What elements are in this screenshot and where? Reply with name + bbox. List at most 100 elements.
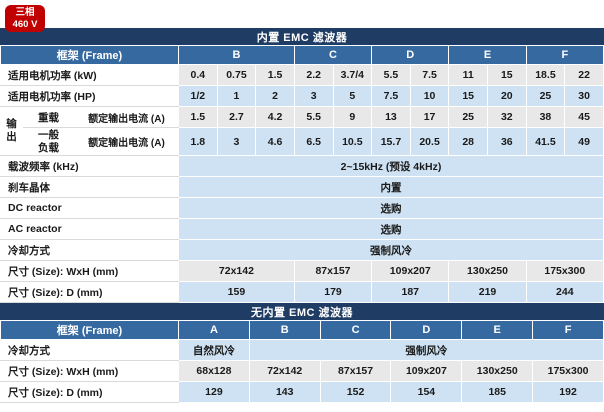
natural-cooling-value: 自然风冷 (178, 339, 250, 361)
spec-cell: 15.7 (371, 127, 411, 156)
frame-cell: F (532, 320, 604, 340)
builtin-emc-title: 内置 EMC 滤波器 (256, 31, 348, 44)
brake-chopper-value: 内置 (178, 176, 604, 198)
carrier-frequency-value: 2~15kHz (预设 4kHz) (178, 155, 604, 177)
frame-header-label: 框架 (Frame) (0, 45, 179, 65)
spec-cell: 109x207 (371, 260, 450, 282)
cooling-method-row: 冷却方式 强制风冷 (0, 239, 604, 261)
spec-cell: 2.7 (216, 106, 257, 128)
spec-cell: 22 (564, 64, 604, 86)
row-label-ac-reactor: AC reactor (0, 218, 179, 240)
spec-cell: 3 (216, 127, 257, 156)
spec-cell: 1/2 (178, 85, 218, 107)
no-emc-title: 无内置 EMC 滤波器 (250, 306, 354, 319)
spec-cell: 4.2 (255, 106, 295, 128)
row-label-hp: 适用电机功率 (HP) (0, 85, 179, 107)
spec-cell: 10.5 (332, 127, 373, 156)
spec-cell: 219 (448, 281, 527, 303)
spec-cell: 179 (293, 281, 373, 303)
size-wxh-row: 尺寸 (Size): WxH (mm) 72x142 87x157 109x20… (0, 260, 604, 282)
spec-cell: 152 (319, 381, 392, 403)
spec-cell: 1.5 (178, 106, 218, 128)
spec-cell: 2.2 (293, 64, 334, 86)
row-label-cooling: 冷却方式 (0, 239, 179, 261)
frame-cell: C (319, 320, 392, 340)
spec-cell: 2 (255, 85, 295, 107)
dc-reactor-row: DC reactor 选购 (0, 197, 604, 219)
no-emc-table: 框架 (Frame) A B C D E F 冷却方式 自然风冷 强制风冷 尺寸… (0, 320, 604, 403)
brake-chopper-row: 刹车晶体 内置 (0, 176, 604, 198)
spec-cell: 0.75 (216, 64, 257, 86)
heavy-duty-current-row: 输出 重载 额定输出电流 (A) 1.5 2.7 4.2 5.5 9 13 17… (0, 106, 604, 156)
frame-cell: E (461, 320, 534, 340)
spec-cell: 25 (448, 106, 488, 128)
rated-current-label: 额定输出电流 (A) (74, 127, 179, 156)
row-label-size-wxh: 尺寸 (Size): WxH (mm) (0, 260, 179, 282)
spec-cell: 5.5 (371, 64, 411, 86)
frame-cell: B (178, 45, 295, 65)
row-label-dc-reactor: DC reactor (0, 197, 179, 219)
no-emc-title-bar: 无内置 EMC 滤波器 (0, 303, 604, 320)
spec-sheet: 内置 EMC 滤波器 框架 (Frame) B C D E F 适用电机功率 (… (0, 28, 604, 403)
builtin-emc-title-bar: 内置 EMC 滤波器 (0, 28, 604, 45)
badge-voltage-label: 460 V (12, 18, 38, 30)
spec-cell: 9 (332, 106, 373, 128)
row-label-kw: 适用电机功率 (kW) (0, 64, 179, 86)
dc-reactor-value: 选购 (178, 197, 604, 219)
spec-cell: 175x300 (525, 260, 604, 282)
spec-cell: 192 (532, 381, 604, 403)
spec-cell: 0.4 (178, 64, 218, 86)
spec-cell: 10 (409, 85, 450, 107)
spec-cell: 6.5 (293, 127, 334, 156)
carrier-frequency-row: 载波频率 (kHz) 2~15kHz (预设 4kHz) (0, 155, 604, 177)
frame-cell: B (248, 320, 321, 340)
spec-cell: 5 (332, 85, 373, 107)
spec-cell: 130x250 (461, 360, 534, 382)
normal-duty-label: 一般负载 (22, 127, 75, 156)
spec-cell: 130x250 (448, 260, 527, 282)
spec-cell: 187 (371, 281, 450, 303)
spec-cell: 72x142 (178, 260, 295, 282)
spec-cell: 175x300 (532, 360, 604, 382)
spec-cell: 1.5 (255, 64, 295, 86)
spec-cell: 17 (409, 106, 450, 128)
frame-header-row: 框架 (Frame) B C D E F (0, 45, 604, 65)
spec-cell: 7.5 (371, 85, 411, 107)
spec-cell: 143 (248, 381, 321, 403)
size-d-row-2: 尺寸 (Size): D (mm) 129 143 152 154 185 19… (0, 381, 604, 403)
frame-cell: D (390, 320, 463, 340)
spec-cell: 15 (448, 85, 488, 107)
heavy-duty-label: 重载 (22, 106, 75, 128)
normal-duty-current-row: 一般负载 额定输出电流 (A) 1.8 3 4.6 6.5 10.5 15.7 … (1, 127, 604, 156)
output-group-label: 输出 (0, 106, 23, 156)
spec-cell: 28 (448, 127, 488, 156)
row-label-size-wxh-2: 尺寸 (Size): WxH (mm) (0, 360, 179, 382)
spec-cell: 25 (525, 85, 566, 107)
spec-cell: 18.5 (525, 64, 566, 86)
spec-cell: 30 (564, 85, 604, 107)
spec-cell: 244 (525, 281, 604, 303)
frame-header-row-2: 框架 (Frame) A B C D E F (0, 320, 604, 340)
builtin-emc-table: 框架 (Frame) B C D E F 适用电机功率 (kW) 0.4 0.7… (0, 45, 604, 303)
spec-cell: 154 (390, 381, 463, 403)
spec-cell: 41.5 (525, 127, 566, 156)
spec-cell: 4.6 (255, 127, 295, 156)
rated-current-label: 额定输出电流 (A) (74, 106, 179, 128)
spec-cell: 13 (371, 106, 411, 128)
spec-cell: 20.5 (409, 127, 450, 156)
forced-cooling-value: 强制风冷 (248, 339, 604, 361)
badge-phase-label: 三相 (15, 6, 35, 18)
spec-cell: 72x142 (248, 360, 321, 382)
spec-cell: 36 (487, 127, 527, 156)
frame-cell: F (525, 45, 604, 65)
spec-cell: 185 (461, 381, 534, 403)
spec-cell: 159 (178, 281, 295, 303)
frame-header-label: 框架 (Frame) (0, 320, 179, 340)
motor-power-hp-row: 适用电机功率 (HP) 1/2 1 2 3 5 7.5 10 15 20 25 … (0, 85, 604, 107)
spec-cell: 3 (293, 85, 334, 107)
spec-cell: 1 (216, 85, 257, 107)
cooling-method-row-2: 冷却方式 自然风冷 强制风冷 (0, 339, 604, 361)
cooling-method-value: 强制风冷 (178, 239, 604, 261)
frame-cell: A (178, 320, 250, 340)
row-label-size-d: 尺寸 (Size): D (mm) (0, 281, 179, 303)
